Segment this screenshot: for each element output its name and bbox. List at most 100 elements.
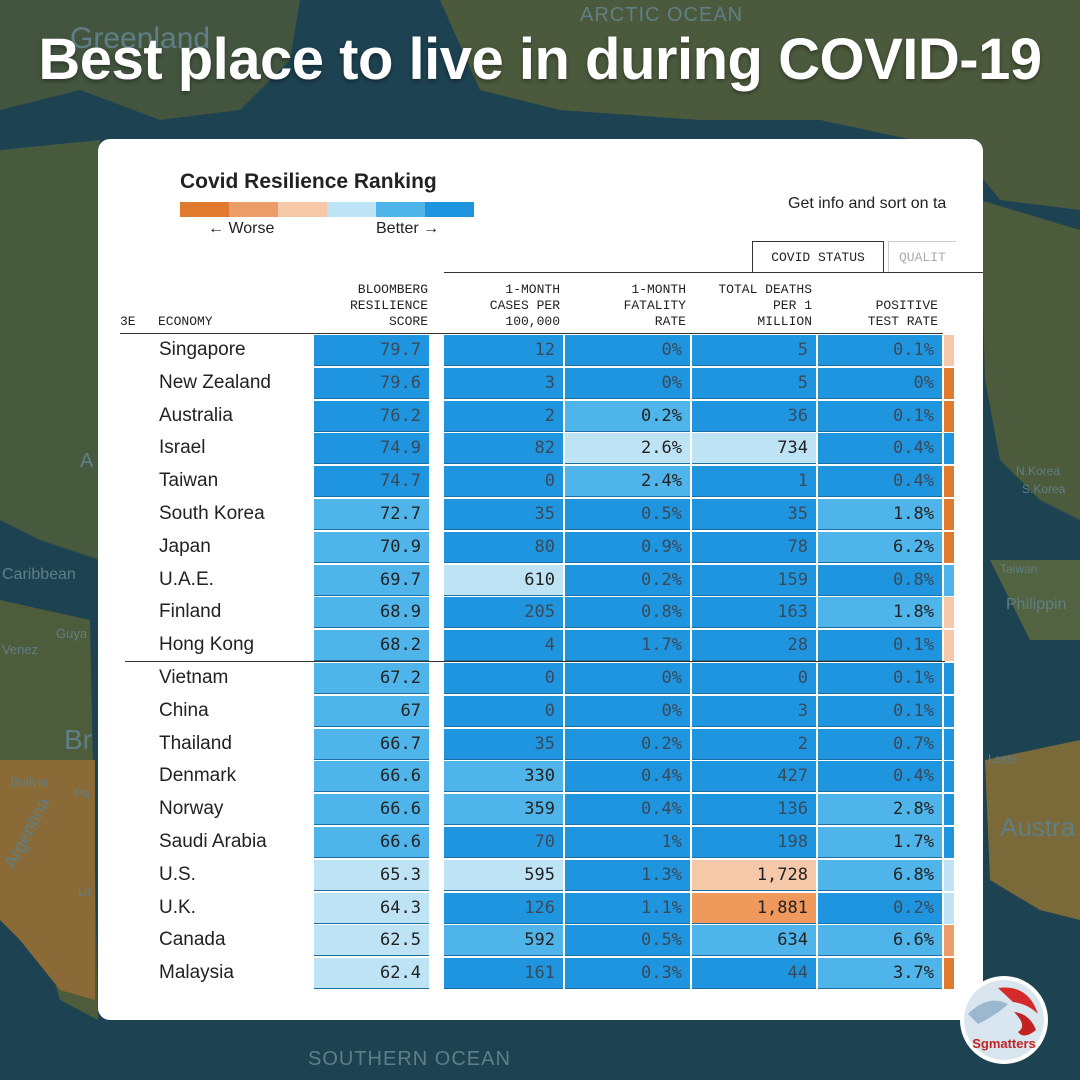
economy-name: Saudi Arabia <box>159 831 267 852</box>
next-column-edge <box>944 728 954 760</box>
next-column-edge <box>944 466 954 498</box>
color-scale-legend <box>180 202 474 217</box>
score-cell: 72.7 <box>314 499 429 530</box>
table-row[interactable]: New Zealand 79.6 3 0% 5 0% <box>98 367 983 401</box>
table-row[interactable]: Thailand 66.7 35 0.2% 2 0.7% <box>98 728 983 762</box>
table-row[interactable]: Canada 62.5 592 0.5% 634 6.6% <box>98 925 983 958</box>
header-resilience-score[interactable]: BLOOMBERG RESILIENCE SCORE <box>349 282 428 329</box>
headline: Best place to live in during COVID-19 <box>38 27 1042 92</box>
table-row[interactable]: Finland 68.9 205 0.8% 163 1.8% <box>98 597 983 630</box>
positive-rate-cell: 6.8% <box>818 859 942 891</box>
positive-rate-cell: 0.1% <box>818 630 942 662</box>
score-cell: 68.9 <box>314 597 429 629</box>
table-row[interactable]: Taiwan 74.7 0 2.4% 1 0.4% <box>98 466 983 499</box>
header-deaths[interactable]: TOTAL DEATHS PER 1 MILLION <box>718 282 812 329</box>
table-row[interactable]: U.A.E. 69.7 610 0.2% 159 0.8% <box>98 564 983 598</box>
table-row[interactable]: Japan 70.9 80 0.9% 78 6.2% <box>98 531 983 565</box>
next-column-edge <box>944 564 954 596</box>
header-positive-rate[interactable]: POSITIVE TEST RATE <box>867 298 938 329</box>
next-column-edge <box>944 499 954 530</box>
positive-rate-cell: 2.8% <box>818 794 942 826</box>
economy-name: Taiwan <box>159 470 219 492</box>
economy-name: Canada <box>159 929 226 951</box>
table-row[interactable]: U.S. 65.3 595 1.3% 1,728 6.8% <box>98 859 983 893</box>
map-label-north-korea: N.Korea <box>1016 464 1061 478</box>
score-cell: 70.9 <box>314 531 429 563</box>
fatality-cell: 1.1% <box>565 892 690 924</box>
score-cell: 66.6 <box>314 761 429 793</box>
map-label-southern-ocean: SOUTHERN OCEAN <box>308 1048 511 1070</box>
economy-name: U.A.E. <box>159 568 214 590</box>
next-column-edge <box>944 400 954 432</box>
table-row[interactable]: South Korea 72.7 35 0.5% 35 1.8% <box>98 499 983 532</box>
deaths-cell: 1,881 <box>692 892 816 924</box>
fatality-cell: 2.4% <box>565 466 690 498</box>
economy-name: U.K. <box>159 896 196 918</box>
deaths-cell: 5 <box>692 367 816 399</box>
table-row[interactable]: Hong Kong 68.2 4 1.7% 28 0.1% <box>98 630 983 663</box>
tab-covid-status[interactable]: COVID STATUS <box>752 241 884 272</box>
score-cell: 64.3 <box>314 892 429 924</box>
cases-cell: 35 <box>444 499 563 530</box>
score-cell: 67.2 <box>314 663 429 694</box>
table-row[interactable]: Norway 66.6 359 0.4% 136 2.8% <box>98 794 983 827</box>
deaths-cell: 44 <box>692 958 816 990</box>
deaths-cell: 734 <box>692 433 816 465</box>
score-cell: 66.7 <box>314 728 429 760</box>
table-row[interactable]: Singapore 79.7 12 0% 5 0.1% <box>98 335 983 368</box>
tab-quality[interactable]: QUALIT <box>888 241 956 272</box>
score-cell: 66.6 <box>314 827 429 858</box>
score-cell: 62.5 <box>314 925 429 957</box>
score-cell: 68.2 <box>314 630 429 662</box>
next-column-edge <box>944 958 954 990</box>
ranking-card: Covid Resilience Ranking ← Worse Better … <box>98 139 983 1020</box>
table-row[interactable]: Israel 74.9 82 2.6% 734 0.4% <box>98 433 983 466</box>
economy-name: South Korea <box>159 503 265 524</box>
fatality-cell: 0% <box>565 663 690 694</box>
next-column-edge <box>944 827 954 858</box>
header-fatality[interactable]: 1-MONTH FATALITY RATE <box>623 282 686 329</box>
positive-rate-cell: 0.4% <box>818 466 942 498</box>
table-row[interactable]: Malaysia 62.4 161 0.3% 44 3.7% <box>98 958 983 991</box>
score-cell: 74.9 <box>314 433 429 465</box>
tabs-rule <box>444 272 983 273</box>
score-cell: 74.7 <box>314 466 429 498</box>
economy-name: New Zealand <box>159 371 271 393</box>
positive-rate-cell: 1.8% <box>818 499 942 530</box>
cases-cell: 70 <box>444 827 563 858</box>
map-label-guyana: Guya <box>56 626 88 641</box>
positive-rate-cell: 0.2% <box>818 892 942 924</box>
table-row[interactable]: Denmark 66.6 330 0.4% 427 0.4% <box>98 761 983 794</box>
deaths-cell: 28 <box>692 630 816 662</box>
economy-name: Denmark <box>159 765 237 787</box>
table-row[interactable]: China 67 0 0% 3 0.1% <box>98 695 983 729</box>
economy-name: Malaysia <box>159 962 234 984</box>
fatality-cell: 0.8% <box>565 597 690 629</box>
table-row[interactable]: U.K. 64.3 126 1.1% 1,881 0.2% <box>98 892 983 926</box>
next-column-edge <box>944 335 954 366</box>
table-row[interactable]: Australia 76.2 2 0.2% 36 0.1% <box>98 400 983 434</box>
fatality-cell: 0% <box>565 335 690 366</box>
deaths-cell: 198 <box>692 827 816 858</box>
map-label-timor-leste: Leste <box>988 752 1018 766</box>
table-row[interactable]: Saudi Arabia 66.6 70 1% 198 1.7% <box>98 827 983 860</box>
map-label-caribbean: Caribbean <box>2 566 76 583</box>
fatality-cell: 1.3% <box>565 859 690 891</box>
next-column-edge <box>944 892 954 924</box>
map-label-brazil: Br <box>64 724 92 755</box>
header-cases[interactable]: 1-MONTH CASES PER 100,000 <box>489 282 560 329</box>
deaths-cell: 2 <box>692 728 816 760</box>
positive-rate-cell: 0.1% <box>818 695 942 727</box>
economy-name: Israel <box>159 437 206 459</box>
score-cell: 67 <box>314 695 429 727</box>
table-row[interactable]: Vietnam 67.2 0 0% 0 0.1% <box>98 663 983 696</box>
cases-cell: 592 <box>444 925 563 957</box>
map-label-australia: Austra <box>1000 812 1076 842</box>
map-label-atlantic: A <box>80 450 94 472</box>
scale-swatch-5 <box>376 202 425 217</box>
economy-name: Thailand <box>159 732 232 754</box>
economy-name: China <box>159 699 209 721</box>
header-economy[interactable]: ECONOMY <box>158 314 213 329</box>
fatality-cell: 0.3% <box>565 958 690 990</box>
positive-rate-cell: 1.7% <box>818 827 942 858</box>
